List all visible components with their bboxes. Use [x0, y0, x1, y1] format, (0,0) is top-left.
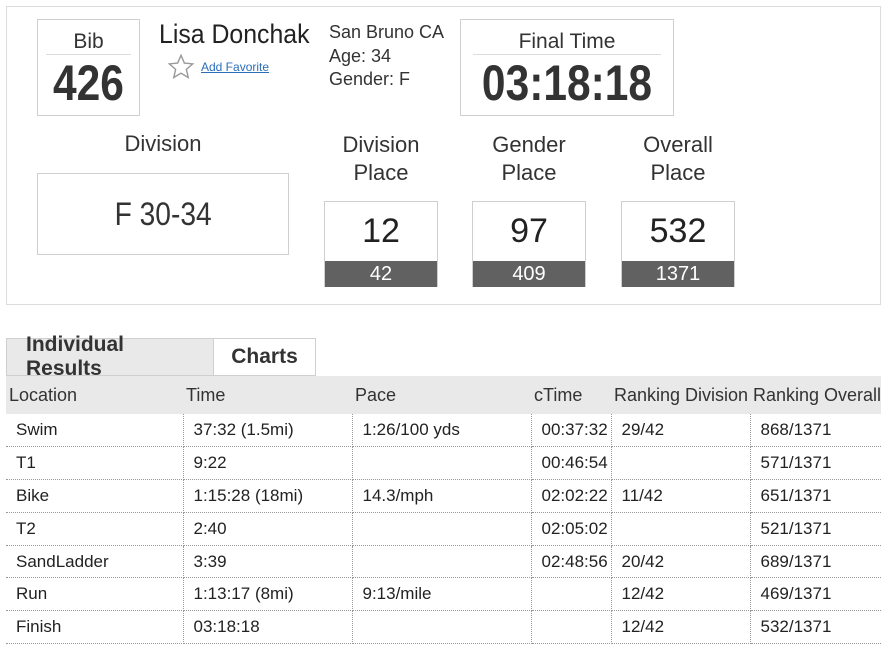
- division-box: F 30-34: [37, 173, 289, 255]
- overall-place-box: 532 1371: [621, 201, 735, 287]
- division-place-value: 12: [362, 212, 400, 250]
- overall-place-label: Overall Place: [621, 131, 735, 187]
- tab-charts[interactable]: Charts: [214, 338, 316, 376]
- header-ranking-division: Ranking Division: [611, 376, 750, 414]
- cell-ranking-division: [611, 446, 751, 481]
- cell-ranking-overall: 532/1371: [750, 610, 881, 645]
- overall-place-label-line2: Place: [650, 160, 706, 185]
- cell-ctime: 00:46:54: [531, 446, 612, 481]
- cell-ranking-overall: 521/1371: [750, 512, 881, 546]
- athlete-info: San Bruno CA Age: 34 Gender: F: [329, 21, 444, 92]
- gender-place-label-line1: Gender: [492, 132, 566, 157]
- athlete-card: Bib 426 Lisa Donchak Add Favorite San Br…: [6, 6, 881, 305]
- table-row: SandLadder 3:39 02:48:56 20/42 689/1371: [6, 545, 881, 579]
- cell-ranking-division: [611, 512, 751, 546]
- cell-location: Run: [6, 577, 184, 612]
- cell-ctime: 00:37:32: [531, 414, 612, 448]
- division-value: F 30-34: [114, 195, 212, 232]
- division-place-box: 12 42: [324, 201, 438, 287]
- gender-place-box: 97 409: [472, 201, 586, 287]
- cell-time: 9:22: [183, 446, 353, 481]
- bib-label: Bib: [46, 20, 131, 55]
- cell-time: 3:39: [183, 545, 353, 579]
- gender-place-total: 409: [473, 261, 585, 287]
- cell-location: SandLadder: [6, 545, 184, 579]
- table-row: T1 9:22 00:46:54 571/1371: [6, 446, 881, 481]
- cell-ranking-division: 20/42: [611, 545, 751, 579]
- bib-box: Bib 426: [37, 19, 140, 116]
- division-place-label-line1: Division: [342, 132, 420, 157]
- cell-pace: [352, 545, 532, 579]
- cell-time: 2:40: [183, 512, 353, 546]
- table-row: T2 2:40 02:05:02 521/1371: [6, 512, 881, 546]
- cell-location: Bike: [6, 479, 184, 513]
- cell-ranking-division: 12/42: [611, 577, 751, 612]
- final-time-label: Final Time: [473, 20, 661, 55]
- cell-ranking-overall: 571/1371: [750, 446, 881, 481]
- cell-ranking-overall: 868/1371: [750, 414, 881, 448]
- header-pace: Pace: [352, 376, 531, 414]
- division-place-label: Division Place: [324, 131, 438, 187]
- division-place-total: 42: [325, 261, 437, 287]
- cell-ranking-division: 11/42: [611, 479, 751, 513]
- division-place-label-line2: Place: [353, 160, 409, 185]
- cell-ctime: 02:05:02: [531, 512, 612, 546]
- cell-ranking-overall: 689/1371: [750, 545, 881, 579]
- athlete-age: Age: 34: [329, 45, 392, 66]
- cell-time: 03:18:18: [183, 610, 353, 645]
- final-time-box: Final Time 03:18:18: [460, 19, 674, 116]
- cell-time: 1:15:28 (18mi): [183, 479, 353, 513]
- overall-place-total: 1371: [622, 261, 734, 287]
- gender-place-label: Gender Place: [472, 131, 586, 187]
- cell-ctime: 02:02:22: [531, 479, 612, 513]
- add-favorite-link[interactable]: Add Favorite: [201, 60, 270, 74]
- division-label: Division: [124, 131, 202, 156]
- gender-place-label-line2: Place: [501, 160, 557, 185]
- cell-ranking-division: 12/42: [611, 610, 751, 645]
- cell-pace: 14.3/mph: [352, 479, 532, 513]
- cell-ctime: [531, 610, 612, 645]
- cell-location: Swim: [6, 414, 184, 448]
- cell-time: 1:13:17 (8mi): [183, 577, 353, 612]
- results-table: Location Time Pace cTime Ranking Divisio…: [6, 376, 881, 645]
- header-ranking-overall: Ranking Overall: [750, 376, 881, 414]
- cell-ranking-division: 29/42: [611, 414, 751, 448]
- athlete-gender: Gender: F: [329, 69, 411, 89]
- header-time: Time: [183, 376, 352, 414]
- overall-place-value: 532: [649, 212, 707, 250]
- final-time-value: 03:18:18: [481, 55, 653, 111]
- overall-place-label-line1: Overall: [643, 132, 713, 157]
- athlete-location: San Bruno CA: [329, 22, 445, 42]
- cell-pace: [352, 446, 532, 481]
- cell-pace: 9:13/mile: [352, 577, 532, 612]
- table-row: Swim 37:32 (1.5mi) 1:26/100 yds 00:37:32 29/…: [6, 414, 881, 448]
- cell-location: Finish: [6, 610, 184, 645]
- cell-pace: 1:26/100 yds: [352, 414, 532, 448]
- table-header-row: Location Time Pace cTime Ranking Divisio…: [6, 376, 881, 414]
- cell-time: 37:32 (1.5mi): [183, 414, 353, 448]
- table-row: Finish 03:18:18 12/42 532/1371: [6, 610, 881, 645]
- star-icon[interactable]: [167, 53, 195, 81]
- tab-individual-results[interactable]: Individual Results: [6, 333, 214, 380]
- header-ctime: cTime: [531, 376, 611, 414]
- athlete-name: Lisa Donchak: [159, 19, 310, 49]
- header-location: Location: [6, 376, 183, 414]
- table-row: Bike 1:15:28 (18mi) 14.3/mph 02:02:22 11/42 6…: [6, 479, 881, 513]
- cell-location: T1: [6, 446, 184, 481]
- table-row: Run 1:13:17 (8mi) 9:13/mile 12/42 469/1371: [6, 577, 881, 612]
- results-tabs: Individual Results Charts: [6, 333, 316, 380]
- cell-ctime: [531, 577, 612, 612]
- cell-pace: [352, 512, 532, 546]
- bib-number: 426: [53, 55, 124, 111]
- cell-ctime: 02:48:56: [531, 545, 612, 579]
- cell-pace: [352, 610, 532, 645]
- cell-ranking-overall: 651/1371: [750, 479, 881, 513]
- cell-location: T2: [6, 512, 184, 546]
- cell-ranking-overall: 469/1371: [750, 577, 881, 612]
- gender-place-value: 97: [510, 212, 548, 250]
- add-favorite[interactable]: Add Favorite: [167, 53, 269, 81]
